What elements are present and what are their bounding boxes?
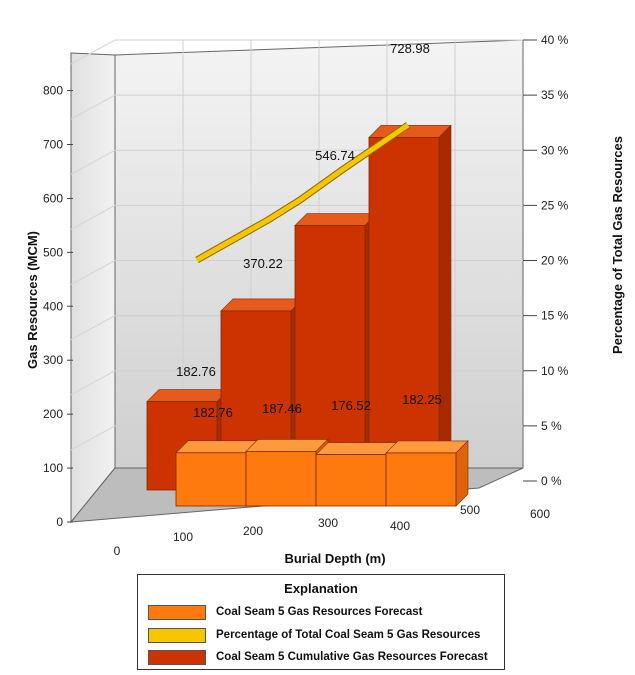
cumulative-bar: [368, 124, 452, 491]
x-axis-ticks: 0 100 200 300 400 500 600: [114, 503, 551, 558]
cumulative-data-label: 370.22: [243, 256, 283, 271]
legend-item-forecast: Coal Seam 5 Gas Resources Forecast: [148, 603, 422, 621]
legend-swatch-cumulative: [148, 649, 206, 665]
cumulative-data-label: 182.76: [176, 364, 216, 379]
left-axis-ticks: 0 100 200 300 400 500 600 700 800: [43, 84, 73, 529]
cumulative-data-label: 728.98: [390, 41, 430, 56]
legend-item-percentage: Percentage of Total Coal Seam 5 Gas Reso…: [148, 626, 480, 644]
grid-line-side: [70, 370, 116, 396]
left-tick-label: 600: [43, 191, 63, 205]
percentage-line: [195, 122, 410, 264]
bar-top: [146, 389, 230, 402]
right-tick-label: 30 %: [541, 143, 569, 157]
forecast-data-label: 176.52: [331, 398, 371, 413]
legend-swatch-forecast: [148, 604, 206, 620]
forecast-bars: [175, 438, 469, 507]
right-tick-label: 15 %: [541, 309, 569, 323]
percentage-line-path: [195, 122, 410, 263]
forecast-data-label: 187.46: [262, 401, 302, 416]
legend-label-cumulative: Coal Seam 5 Cumulative Gas Resources For…: [216, 651, 488, 663]
bar-top: [385, 440, 469, 454]
left-tick-label: 400: [43, 299, 63, 313]
right-tick-label: 0 %: [541, 474, 562, 488]
forecast-data-label: 182.76: [193, 405, 233, 420]
right-tick-label: 10 %: [541, 364, 569, 378]
left-tick-label: 500: [43, 245, 63, 259]
legend-item-cumulative: Coal Seam 5 Cumulative Gas Resources For…: [148, 648, 488, 666]
bar-top: [294, 213, 378, 226]
bar-face: [175, 452, 247, 507]
x-tick-label: 400: [390, 519, 410, 533]
x-axis-title: Burial Depth (m): [284, 551, 385, 566]
left-axis-title: Gas Resources (MCM): [25, 231, 40, 369]
right-tick-label: 5 %: [541, 419, 562, 433]
cumulative-data-label: 546.74: [315, 148, 355, 163]
x-tick-label: 600: [530, 507, 550, 521]
grid-line-side: [70, 94, 116, 120]
x-tick-label: 200: [243, 524, 263, 538]
x-tick-label: 300: [318, 516, 338, 530]
x-tick-label: 100: [173, 530, 193, 544]
grid-line-side: [70, 315, 116, 341]
right-axis-ticks: 0 % 5 % 10 % 15 % 20 % 25 % 30 % 35 % 40 %: [523, 33, 569, 488]
x-tick-label: 0: [114, 544, 121, 558]
right-tick-label: 40 %: [541, 33, 569, 47]
bar-top: [245, 439, 329, 452]
grid-line-side: [70, 204, 116, 230]
grid-line-side: [70, 39, 116, 65]
bar-face: [245, 450, 317, 507]
left-tick-label: 100: [43, 461, 63, 475]
right-tick-label: 25 %: [541, 198, 569, 212]
right-tick-label: 35 %: [541, 88, 569, 102]
legend-title: Explanation: [284, 581, 358, 596]
legend-label-forecast: Coal Seam 5 Gas Resources Forecast: [216, 606, 423, 618]
bar-top: [220, 298, 304, 312]
grid-line-side: [70, 425, 116, 451]
x-tick-label: 500: [460, 503, 480, 517]
left-tick-label: 200: [43, 407, 63, 421]
left-tick-label: 700: [43, 137, 63, 151]
forecast-bar: [385, 440, 469, 507]
right-axis-title: Percentage of Total Gas Resources: [610, 136, 625, 354]
bar-face: [368, 136, 440, 491]
forecast-data-label: 182.25: [402, 392, 442, 407]
data-labels: 182.76 370.22 546.74 728.98 182.76 187.46 176.…: [176, 41, 442, 420]
bar-face: [315, 454, 387, 507]
left-tick-label: 800: [43, 84, 63, 98]
grid-line-side: [70, 149, 116, 175]
legend-swatch-percentage: [148, 627, 206, 643]
left-tick-label: 0: [56, 515, 63, 529]
legend: Explanation Coal Seam 5 Gas Resources Fo…: [137, 574, 505, 670]
bar-side: [438, 124, 452, 491]
legend-label-percentage: Percentage of Total Coal Seam 5 Gas Reso…: [216, 629, 481, 641]
grid-line-side: [70, 260, 116, 285]
left-tick-label: 300: [43, 353, 63, 367]
side-wall: [70, 52, 116, 524]
bar-face: [385, 452, 457, 507]
bar-top: [368, 125, 452, 138]
right-tick-label: 20 %: [541, 254, 569, 268]
